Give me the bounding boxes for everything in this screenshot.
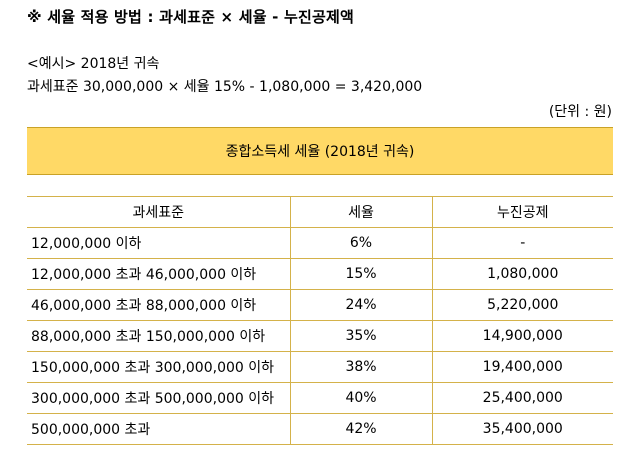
cell-deduction: 5,220,000 — [431, 289, 613, 321]
table-row: 500,000,000 초과 42% 35,400,000 — [27, 413, 613, 445]
table-row: 46,000,000 초과 88,000,000 이하 24% 5,220,00… — [27, 289, 613, 321]
column-header-rate: 세율 — [289, 196, 432, 228]
table-row: 88,000,000 초과 150,000,000 이하 35% 14,900,… — [27, 320, 613, 352]
cell-deduction: 19,400,000 — [431, 351, 613, 383]
cell-deduction: 14,900,000 — [431, 320, 613, 352]
cell-deduction: 25,400,000 — [431, 382, 613, 414]
cell-base: 150,000,000 초과 300,000,000 이하 — [27, 351, 290, 383]
unit-note: (단위 : 원) — [548, 104, 612, 120]
cell-rate: 38% — [289, 351, 432, 383]
column-header-base: 과세표준 — [27, 196, 290, 228]
cell-rate: 24% — [289, 289, 432, 321]
cell-base: 300,000,000 초과 500,000,000 이하 — [27, 382, 290, 414]
example-title: <예시> 2018년 귀속 — [27, 56, 160, 72]
table-row: 150,000,000 초과 300,000,000 이하 38% 19,400… — [27, 351, 613, 383]
cell-base: 46,000,000 초과 88,000,000 이하 — [27, 289, 290, 321]
cell-base: 88,000,000 초과 150,000,000 이하 — [27, 320, 290, 352]
table-title-banner: 종합소득세 세율 (2018년 귀속) — [27, 127, 613, 175]
cell-deduction: - — [431, 227, 613, 259]
cell-base: 500,000,000 초과 — [27, 413, 290, 445]
column-header-deduction: 누진공제 — [431, 196, 613, 228]
cell-rate: 15% — [289, 258, 432, 290]
cell-deduction: 1,080,000 — [431, 258, 613, 290]
table-row: 12,000,000 이하 6% - — [27, 227, 613, 259]
table-row: 300,000,000 초과 500,000,000 이하 40% 25,400… — [27, 382, 613, 414]
table-header-row: 과세표준 세율 누진공제 — [27, 196, 613, 228]
cell-rate: 6% — [289, 227, 432, 259]
cell-deduction: 35,400,000 — [431, 413, 613, 445]
cell-rate: 40% — [289, 382, 432, 414]
method-heading: ※ 세율 적용 방법 : 과세표준 × 세율 - 누진공제액 — [27, 8, 354, 26]
tax-rate-table: 과세표준 세율 누진공제 12,000,000 이하 6% - 12,000,0… — [27, 196, 613, 445]
cell-base: 12,000,000 초과 46,000,000 이하 — [27, 258, 290, 290]
cell-rate: 42% — [289, 413, 432, 445]
cell-base: 12,000,000 이하 — [27, 227, 290, 259]
table-row: 12,000,000 초과 46,000,000 이하 15% 1,080,00… — [27, 258, 613, 290]
cell-rate: 35% — [289, 320, 432, 352]
example-formula: 과세표준 30,000,000 × 세율 15% - 1,080,000 = 3… — [27, 79, 423, 95]
